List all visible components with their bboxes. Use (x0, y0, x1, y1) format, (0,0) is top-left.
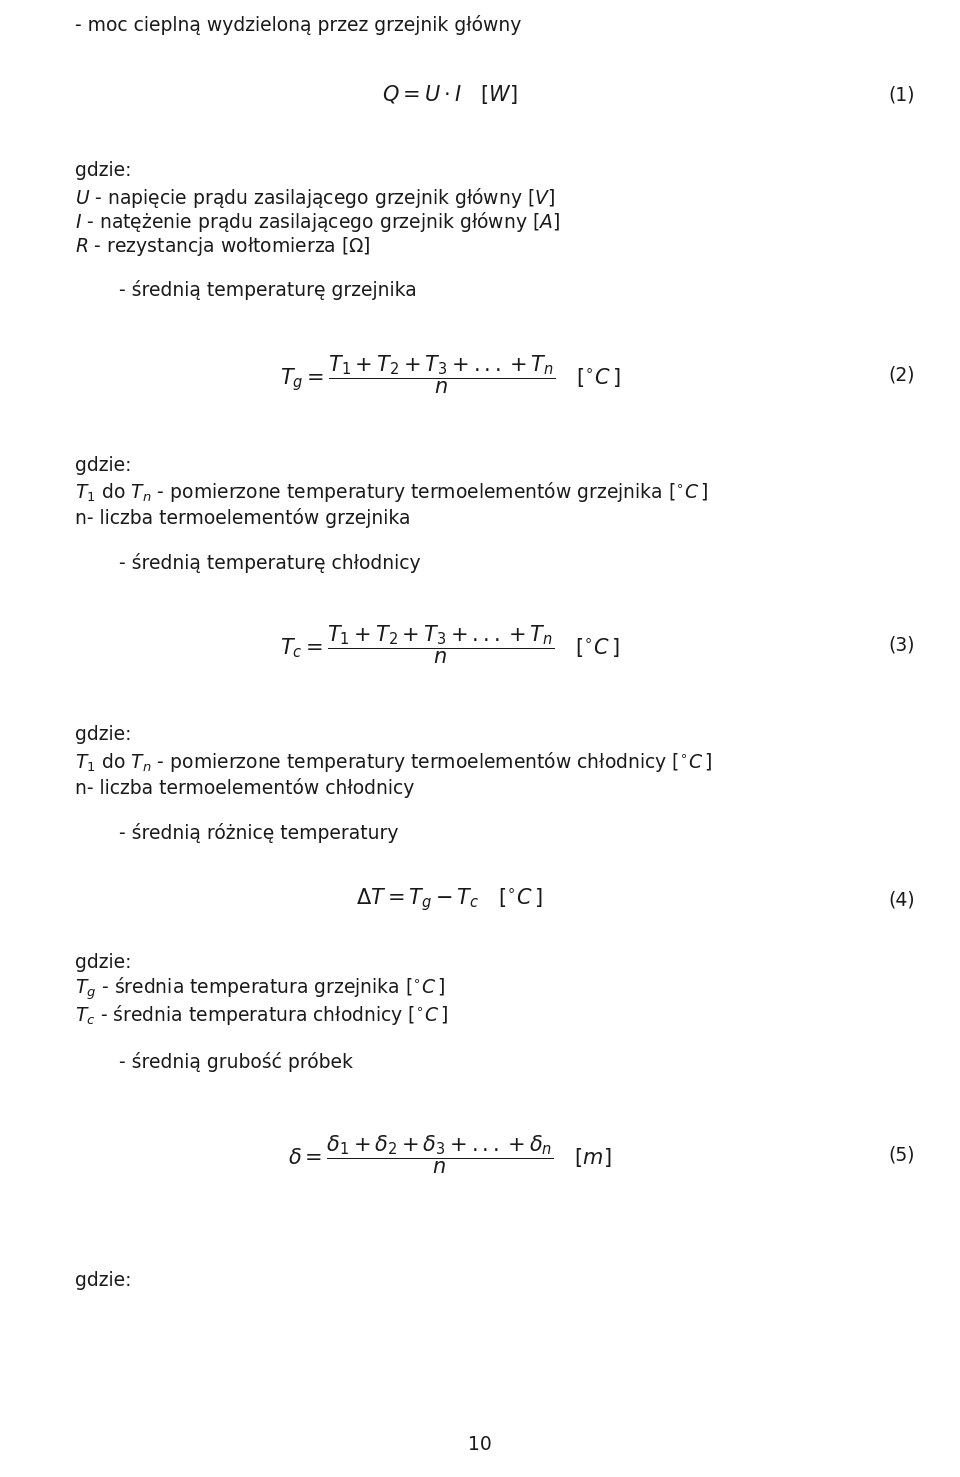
Text: gdzie:: gdzie: (75, 725, 132, 744)
Text: gdzie:: gdzie: (75, 953, 132, 972)
Text: (4): (4) (888, 891, 915, 910)
Text: - średnią grubość próbek: - średnią grubość próbek (95, 1052, 353, 1072)
Text: - średnią temperaturę chłodnicy: - średnią temperaturę chłodnicy (95, 552, 420, 573)
Text: gdzie:: gdzie: (75, 161, 132, 180)
Text: (3): (3) (889, 635, 915, 654)
Text: $T_1$ do $T_n$ - pomierzone temperatury termoelementów grzejnika $[{}^{\circ}C\,: $T_1$ do $T_n$ - pomierzone temperatury … (75, 480, 708, 504)
Text: - moc cieplną wydzieloną przez grzejnik główny: - moc cieplną wydzieloną przez grzejnik … (75, 15, 521, 35)
Text: $T_g = \dfrac{T_1 + T_2 + T_3 + ... + T_n}{n} \quad [{}^{\circ}C\,]$: $T_g = \dfrac{T_1 + T_2 + T_3 + ... + T_… (279, 354, 620, 396)
Text: gdzie:: gdzie: (75, 1270, 132, 1289)
Text: n- liczba termoelementów grzejnika: n- liczba termoelementów grzejnika (75, 508, 411, 527)
Text: $Q = U \cdot I \quad [W]$: $Q = U \cdot I \quad [W]$ (382, 84, 517, 106)
Text: $\delta = \dfrac{\delta_1 + \delta_2 + \delta_3 + ...+ \delta_n}{n} \quad [m]$: $\delta = \dfrac{\delta_1 + \delta_2 + \… (288, 1134, 612, 1176)
Text: - średnią różnicę temperatury: - średnią różnicę temperatury (95, 823, 398, 843)
Text: $I$ - natężenie prądu zasilającego grzejnik główny $[A]$: $I$ - natężenie prądu zasilającego grzej… (75, 210, 560, 233)
Text: (2): (2) (889, 365, 915, 384)
Text: $U$ - napięcie prądu zasilającego grzejnik główny $[V]$: $U$ - napięcie prądu zasilającego grzejn… (75, 186, 555, 210)
Text: gdzie:: gdzie: (75, 455, 132, 474)
Text: (1): (1) (889, 86, 915, 105)
Text: n- liczba termoelementów chłodnicy: n- liczba termoelementów chłodnicy (75, 778, 415, 798)
Text: $\Delta T = T_g - T_c \quad [{}^{\circ}C\,]$: $\Delta T = T_g - T_c \quad [{}^{\circ}C… (356, 886, 543, 913)
Text: 10: 10 (468, 1436, 492, 1455)
Text: $R$ - rezystancja wołtomierza $[\Omega]$: $R$ - rezystancja wołtomierza $[\Omega]$ (75, 235, 371, 257)
Text: $T_c = \dfrac{T_1 + T_2 + T_3 + ... + T_n}{n} \quad [{}^{\circ}C\,]$: $T_c = \dfrac{T_1 + T_2 + T_3 + ... + T_… (280, 623, 620, 666)
Text: $T_g$ - średnia temperatura grzejnika $[{}^{\circ}C\,]$: $T_g$ - średnia temperatura grzejnika $[… (75, 976, 445, 1003)
Text: $T_1$ do $T_n$ - pomierzone temperatury termoelementów chłodnicy $[{}^{\circ}C\,: $T_1$ do $T_n$ - pomierzone temperatury … (75, 750, 712, 774)
Text: (5): (5) (889, 1146, 915, 1164)
Text: - średnią temperaturę grzejnika: - średnią temperaturę grzejnika (95, 281, 417, 300)
Text: $T_c$ - średnia temperatura chłodnicy $[{}^{\circ}C\,]$: $T_c$ - średnia temperatura chłodnicy $[… (75, 1003, 448, 1027)
